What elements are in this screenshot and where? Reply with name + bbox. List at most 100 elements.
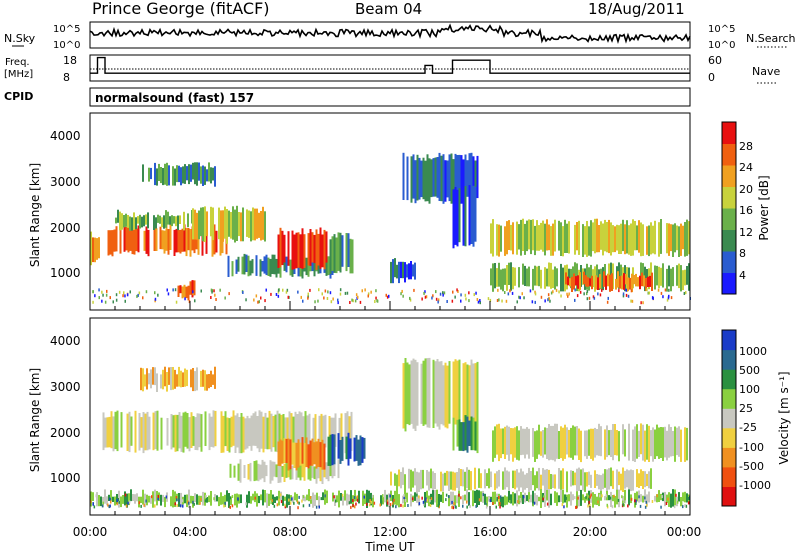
velocity-cell (190, 412, 193, 448)
freq-label-1: Freq. (5, 57, 30, 68)
power-cell (186, 166, 188, 181)
velocity-speckle (438, 505, 440, 509)
velocity-cell (170, 414, 173, 450)
velocity-speckle (486, 500, 488, 504)
power-cell (295, 232, 298, 269)
velocity-cell (327, 436, 330, 466)
velocity-cell (648, 471, 650, 489)
velocity-speckle (175, 496, 178, 499)
velocity-cell (144, 374, 146, 387)
velocity-cell (275, 464, 278, 478)
velocity-cell (344, 413, 347, 454)
velocity-cell (466, 364, 469, 429)
velocity-cell (210, 416, 213, 447)
power-cell (416, 154, 419, 201)
velocity-speckle (356, 498, 359, 502)
velocity-cell (148, 495, 150, 503)
velocity-cell (138, 413, 141, 451)
velocity-cell (428, 357, 431, 428)
velocity-speckle (127, 501, 129, 505)
velocity-cell (636, 424, 638, 459)
power-cell (666, 268, 668, 292)
power-speckle (101, 290, 103, 294)
velocity-cell (448, 471, 450, 491)
vel-cbar-tick-m1000: -1000 (739, 479, 771, 492)
power-speckle (627, 294, 630, 298)
power-cell (512, 222, 514, 255)
velocity-speckle (635, 502, 637, 505)
velocity-speckle (426, 498, 428, 502)
velocity-speckle (165, 495, 168, 499)
velocity-cell (270, 490, 272, 501)
velocity-speckle (110, 500, 112, 504)
power-speckle (339, 292, 342, 296)
velocity-speckle (542, 497, 544, 501)
velocity-cell (244, 418, 247, 450)
velocity-cell (532, 490, 534, 506)
velocity-cell (442, 491, 444, 503)
power-speckle (519, 296, 521, 300)
power-speckle (192, 290, 194, 294)
velocity-cell (452, 417, 455, 451)
power-cell (622, 219, 624, 252)
velocity-cell (323, 465, 326, 478)
velocity-cell (146, 368, 148, 390)
velocity-cell (277, 462, 280, 483)
velocity-speckle (635, 499, 637, 503)
velocity-cell (570, 427, 572, 458)
velocity-cell (586, 472, 588, 487)
velocity-cell (464, 415, 467, 451)
power-cell (254, 208, 256, 241)
velocity-cell (174, 414, 177, 452)
power-cell (456, 155, 459, 200)
velocity-speckle (285, 501, 288, 505)
velocity-speckle (445, 493, 448, 497)
velocity-cell (281, 466, 284, 477)
velocity-cell (520, 426, 522, 456)
velocity-speckle (588, 500, 590, 504)
power-cell (235, 259, 238, 274)
velocity-cell (434, 473, 436, 489)
power-speckle (550, 291, 553, 295)
velocity-cell (410, 469, 412, 492)
velocity-cell (458, 490, 460, 507)
power-cell (206, 169, 208, 182)
power-cell (684, 222, 686, 257)
power-cell (335, 237, 338, 274)
velocity-cell (468, 365, 471, 430)
velocity-cell (128, 493, 130, 506)
power-speckle (324, 289, 327, 293)
velocity-cell (262, 489, 264, 506)
velocity-cell (634, 426, 636, 462)
velocity-cell (296, 414, 299, 451)
velocity-speckle (418, 495, 420, 499)
power-cell (337, 232, 340, 271)
velocity-speckle (176, 504, 178, 508)
velocity-cell (98, 495, 100, 507)
velocity-speckle (373, 501, 376, 505)
velocity-cell (317, 465, 320, 479)
power-speckle (685, 291, 687, 295)
power-speckle (109, 296, 111, 300)
power-cell (129, 227, 132, 251)
power-speckle (194, 299, 196, 303)
power-cell (331, 236, 334, 271)
power-cell (236, 205, 238, 241)
velocity-cell (534, 493, 536, 504)
velocity-cell (438, 361, 441, 430)
power-cell (583, 271, 585, 285)
power-cell (243, 253, 246, 275)
velocity-speckle (630, 497, 633, 501)
power-speckle (477, 300, 480, 304)
power-cell (131, 229, 134, 255)
power-speckle (104, 300, 107, 304)
power-cell (247, 255, 250, 277)
velocity-speckle (561, 503, 564, 507)
power-speckle (521, 292, 523, 296)
velocity-cell (297, 465, 300, 478)
velocity-speckle (520, 500, 522, 504)
velocity-cell (442, 473, 444, 492)
power-cell (211, 227, 214, 257)
power-cell (608, 219, 610, 254)
power-cell (178, 165, 180, 183)
